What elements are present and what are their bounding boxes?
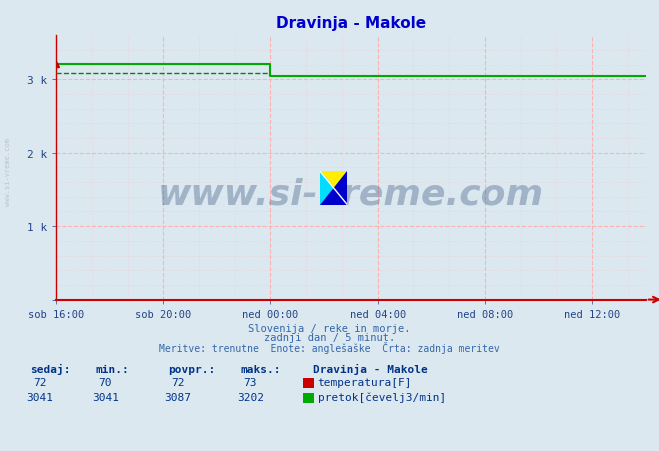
Text: 3041: 3041 — [26, 392, 53, 402]
Text: min.:: min.: — [96, 364, 129, 374]
Text: 72: 72 — [33, 377, 46, 387]
Text: 3202: 3202 — [237, 392, 264, 402]
Text: Dravinja - Makole: Dravinja - Makole — [313, 363, 428, 374]
Text: pretok[čevelj3/min]: pretok[čevelj3/min] — [318, 392, 446, 402]
Text: Meritve: trenutne  Enote: anglešaške  Črta: zadnja meritev: Meritve: trenutne Enote: anglešaške Črta… — [159, 341, 500, 353]
Text: povpr.:: povpr.: — [168, 364, 215, 374]
Text: temperatura[F]: temperatura[F] — [318, 377, 412, 387]
Text: sedaj:: sedaj: — [30, 363, 70, 374]
Text: 72: 72 — [171, 377, 185, 387]
Text: Slovenija / reke in morje.: Slovenija / reke in morje. — [248, 323, 411, 333]
Text: www.si-vreme.com: www.si-vreme.com — [158, 177, 544, 212]
Text: 3041: 3041 — [92, 392, 119, 402]
Text: zadnji dan / 5 minut.: zadnji dan / 5 minut. — [264, 332, 395, 342]
Text: 73: 73 — [244, 377, 257, 387]
Text: 3087: 3087 — [165, 392, 191, 402]
Polygon shape — [320, 171, 347, 205]
Text: 70: 70 — [99, 377, 112, 387]
Polygon shape — [320, 171, 347, 205]
Text: maks.:: maks.: — [241, 364, 281, 374]
Polygon shape — [320, 171, 347, 205]
Text: www.si-vreme.com: www.si-vreme.com — [5, 138, 11, 205]
Title: Dravinja - Makole: Dravinja - Makole — [276, 16, 426, 31]
